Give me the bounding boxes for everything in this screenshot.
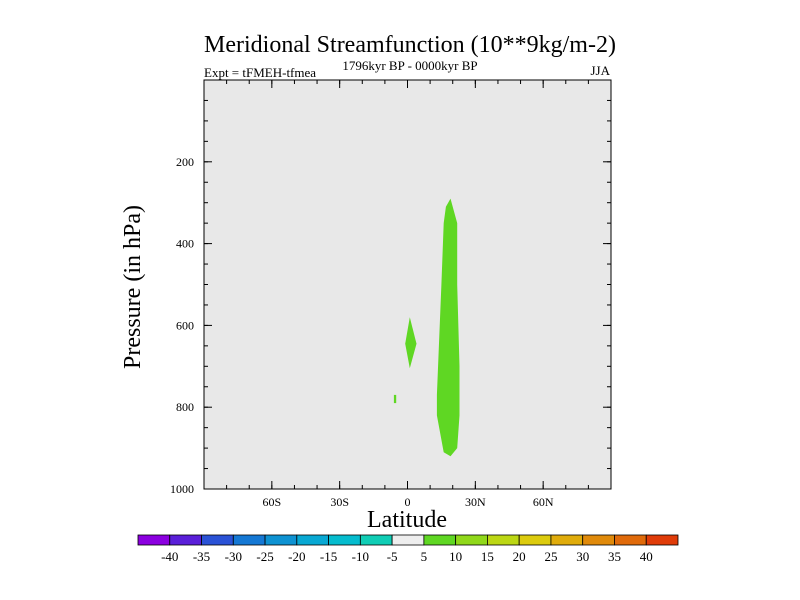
- y-tick-label: 200: [176, 155, 194, 169]
- colorbar-box: [487, 534, 520, 546]
- chart-title: Meridional Streamfunction (10**9kg/m-2): [204, 32, 616, 58]
- colorbar-box: [645, 534, 679, 546]
- y-axis: 200 400 600 800 1000: [170, 155, 611, 496]
- colorbar-box: [455, 534, 488, 546]
- colorbar-box: [201, 534, 234, 546]
- colorbar-label: -5: [387, 549, 398, 564]
- colorbar-box: [264, 534, 298, 546]
- colorbar-box: [296, 534, 329, 546]
- colorbar-label: 20: [513, 549, 526, 564]
- colorbar-box: [391, 534, 425, 546]
- y-tick-label: 400: [176, 237, 194, 251]
- colorbar-label: -25: [256, 549, 273, 564]
- colorbar-label: 5: [421, 549, 428, 564]
- time-range-label: 1796kyr BP - 0000kyr BP: [342, 58, 477, 73]
- colorbar-label: -20: [288, 549, 305, 564]
- colorbar-box: [423, 534, 457, 546]
- colorbar-box: [550, 534, 584, 546]
- experiment-label: Expt = tFMEH-tfmea: [204, 65, 316, 80]
- season-label: JJA: [590, 63, 610, 78]
- colorbar-label: -15: [320, 549, 337, 564]
- colorbar-label: 25: [544, 549, 557, 564]
- y-tick-label: 800: [176, 400, 194, 414]
- main-positive-cell: [436, 198, 460, 457]
- colorbar-box: [328, 534, 361, 546]
- x-tick-label: 60N: [533, 495, 554, 509]
- colorbar-label: -40: [161, 549, 178, 564]
- tiny-positive-cell: [393, 394, 397, 404]
- colorbar-box: [614, 534, 647, 546]
- colorbar-label: 10: [449, 549, 462, 564]
- y-axis-label: Pressure (in hPa): [120, 205, 146, 369]
- y-tick-label: 600: [176, 318, 194, 332]
- colorbar-label: 15: [481, 549, 494, 564]
- colorbar-label: 40: [640, 549, 653, 564]
- x-tick-label: 0: [405, 495, 411, 509]
- colorbar-label: -10: [352, 549, 369, 564]
- y-tick-label: 1000: [170, 482, 194, 496]
- colorbar-box: [359, 534, 393, 546]
- colorbar-box: [232, 534, 266, 546]
- colorbar-box: [169, 534, 202, 546]
- x-axis-label: Latitude: [367, 507, 447, 533]
- colorbar-label: 35: [608, 549, 621, 564]
- x-tick-label: 30N: [465, 495, 486, 509]
- x-axis: 60S 30S 0 30N 60N: [262, 80, 554, 509]
- x-tick-label: 30S: [330, 495, 349, 509]
- colorbar-label: -30: [225, 549, 242, 564]
- colorbar-box: [518, 534, 552, 546]
- x-tick-label: 60S: [262, 495, 281, 509]
- colorbar: -40 -35 -30 -25 -20 -15 -10 -5 5 10 15 20 25 30 35 40: [137, 534, 679, 564]
- colorbar-label: -35: [193, 549, 210, 564]
- colorbar-box: [137, 534, 171, 546]
- contour-fills: [393, 198, 460, 457]
- plot-background: [204, 80, 611, 489]
- colorbar-box: [582, 534, 615, 546]
- colorbar-label: 30: [576, 549, 589, 564]
- secondary-positive-cell: [405, 317, 417, 369]
